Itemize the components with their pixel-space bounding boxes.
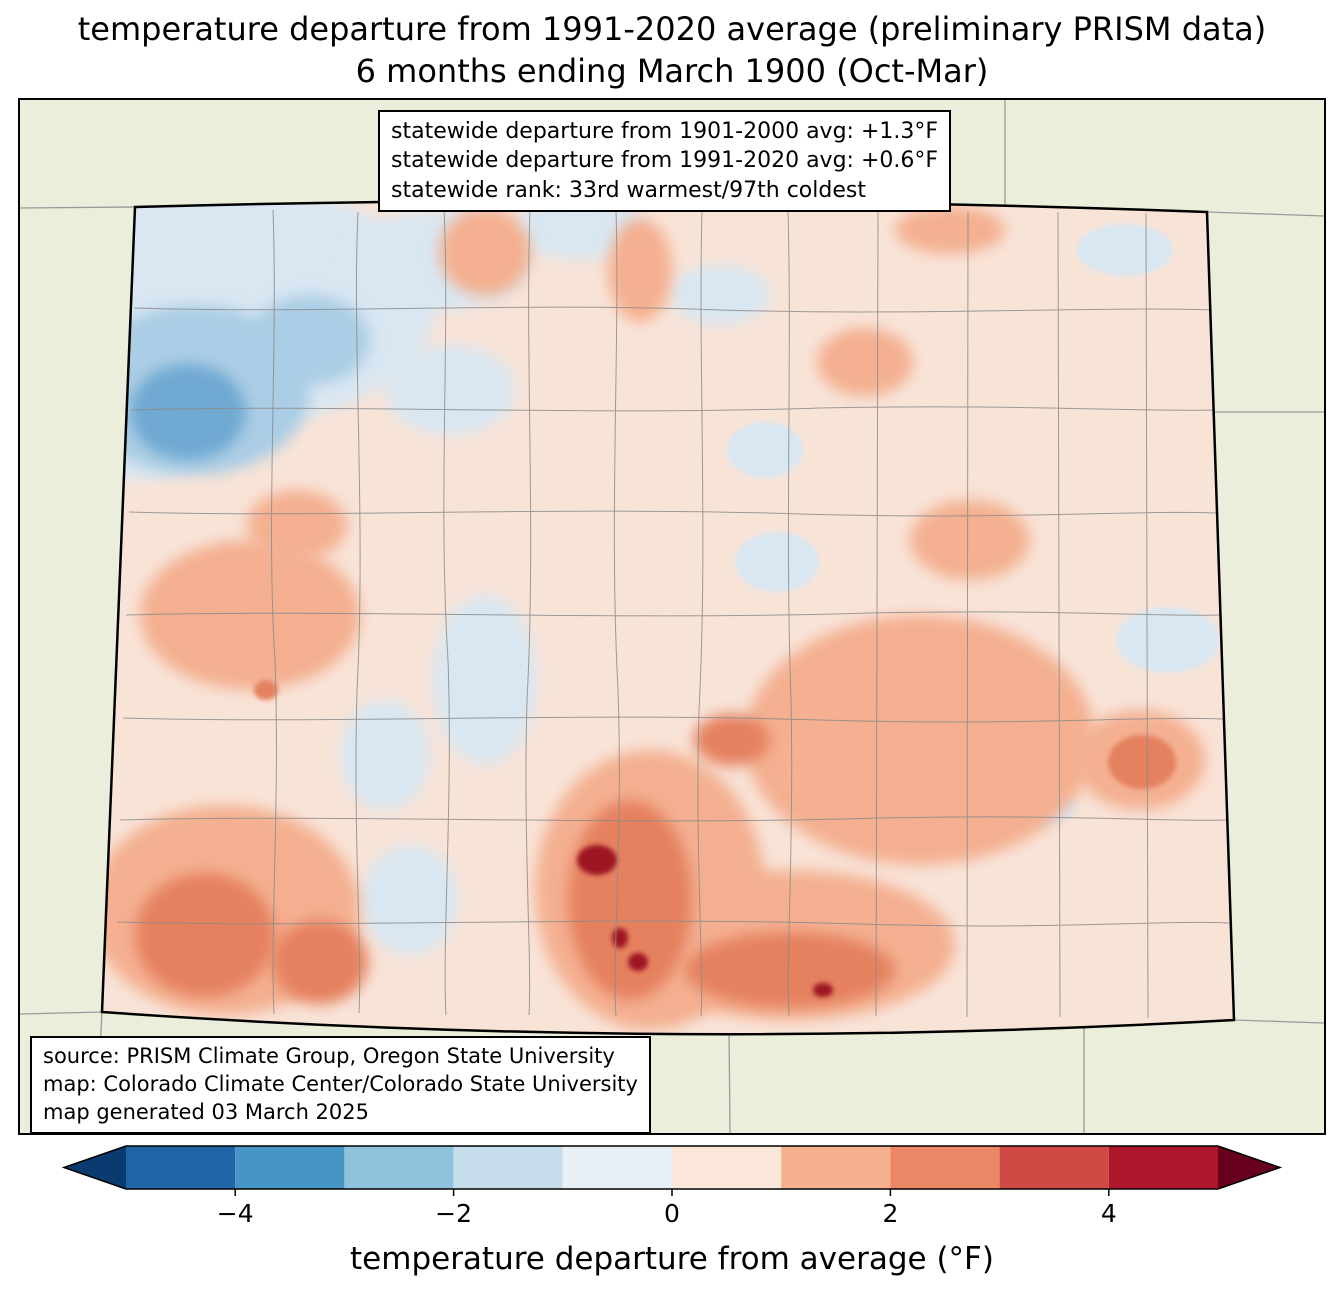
map-shape — [1116, 607, 1220, 673]
colorbar-segment — [344, 1146, 454, 1189]
map-shape — [116, 920, 1230, 927]
state-line-ks-ok — [1233, 1019, 1324, 1024]
source-line-3: map generated 03 March 2025 — [43, 1099, 370, 1124]
source-line-1: source: PRISM Climate Group, Oregon Stat… — [43, 1044, 615, 1068]
map-shape — [787, 210, 793, 1017]
map-shape — [612, 928, 628, 948]
colorbar-segment — [999, 1146, 1109, 1189]
state-line-wy-ne-south — [1206, 211, 1324, 217]
map-shape — [443, 209, 450, 1016]
colorbar-cells — [126, 1146, 1218, 1189]
map-shape — [568, 800, 692, 1000]
map-shape — [125, 611, 1221, 617]
colorbar-tick-label: 4 — [1100, 1199, 1117, 1228]
map-shape — [817, 328, 913, 396]
map-shape — [525, 208, 532, 1016]
colorbar-segment — [235, 1146, 345, 1189]
map-shape — [250, 295, 370, 385]
colorbar-tick-label: 2 — [882, 1199, 899, 1228]
stats-line-2: statewide departure from 1991-2020 avg: … — [391, 148, 939, 174]
state-line-nm-inner — [728, 1024, 731, 1133]
map-shape — [1077, 224, 1173, 276]
colorbar-tick-labels: −4 −2 0 2 4 — [126, 1199, 1218, 1233]
colorbar-segment — [126, 1146, 236, 1189]
colorbar — [61, 1145, 1283, 1196]
state-line-ut-az — [20, 1011, 103, 1015]
map-shape — [1145, 212, 1149, 1019]
map-shape — [628, 953, 648, 971]
colorbar-segment — [1108, 1146, 1218, 1189]
map-shape — [122, 716, 1224, 723]
map-shape — [385, 345, 515, 435]
map-shape — [340, 700, 430, 810]
colorbar-segment — [890, 1146, 1000, 1189]
colorbar-segment — [453, 1146, 563, 1189]
source-credits-box: source: PRISM Climate Group, Oregon Stat… — [30, 1036, 651, 1134]
colorbar-axis-label: temperature departure from average (°F) — [350, 1241, 994, 1277]
map-shape — [128, 510, 1218, 517]
map-shape — [254, 680, 278, 700]
map-shape — [271, 209, 277, 1015]
map-shape — [910, 500, 1030, 580]
colorbar-segment — [672, 1146, 782, 1189]
state-line-ut-wy — [20, 206, 136, 209]
map-shape — [433, 595, 537, 765]
title-line-1: temperature departure from 1991-2020 ave… — [77, 10, 1267, 48]
colorbar-segment — [781, 1146, 891, 1189]
colorbar-tick-label: 0 — [664, 1199, 680, 1228]
map-shape — [119, 816, 1227, 822]
map-shape — [247, 490, 347, 560]
source-line-2: map: Colorado Climate Center/Colorado St… — [43, 1071, 638, 1096]
stats-line-3: statewide rank: 33rd warmest/97th coldes… — [391, 177, 866, 203]
colorado-fill-layer — [102, 200, 1234, 1035]
county-boundary-lines — [116, 208, 1230, 1019]
colorbar-arrow-right-icon — [1218, 1146, 1280, 1189]
map-shape — [439, 208, 531, 296]
colorbar-tick-label: −4 — [216, 1199, 254, 1228]
map-shape — [135, 873, 275, 997]
map-shape — [727, 422, 803, 478]
map-shape — [745, 615, 1095, 865]
map-shape — [697, 209, 704, 1017]
map-shape — [133, 306, 1212, 313]
map-shape — [694, 714, 770, 766]
figure-title: temperature departure from 1991-2020 ave… — [0, 8, 1344, 92]
map-shape — [362, 845, 458, 955]
colorbar-tick-marks — [234, 1189, 1110, 1196]
map-shape — [613, 209, 620, 1017]
title-line-2: 6 months ending March 1900 (Oct-Mar) — [355, 52, 989, 91]
map-shape — [875, 210, 879, 1017]
map-shape — [1057, 211, 1061, 1018]
colorbar-outline — [61, 1145, 1283, 1190]
stats-line-1: statewide departure from 1901-2000 avg: … — [391, 119, 939, 144]
map-shape — [670, 265, 770, 325]
map-shape — [577, 845, 617, 875]
map-shape — [140, 540, 360, 690]
map-shape — [813, 983, 833, 997]
colorbar-arrow-left-icon — [64, 1146, 126, 1189]
map-shape — [130, 364, 246, 460]
map-shape — [1108, 735, 1176, 789]
map-shape — [735, 532, 819, 592]
colorado-anomaly-map — [20, 100, 1324, 1133]
map-shape — [685, 932, 895, 1008]
map-shape — [355, 211, 361, 1014]
map-shape — [966, 211, 969, 1018]
map-warm-anomalies — [102, 206, 1205, 1030]
map-axes — [18, 98, 1326, 1135]
map-shape — [130, 406, 1215, 412]
colorbar-segment — [562, 1146, 672, 1189]
colorbar-tick-label: −2 — [435, 1199, 473, 1228]
map-shape — [608, 218, 672, 322]
map-shape — [272, 920, 368, 1004]
statewide-stats-box: statewide departure from 1901-2000 avg: … — [378, 110, 952, 212]
map-cool-anomalies — [102, 200, 1220, 955]
map-shape — [895, 206, 1005, 254]
